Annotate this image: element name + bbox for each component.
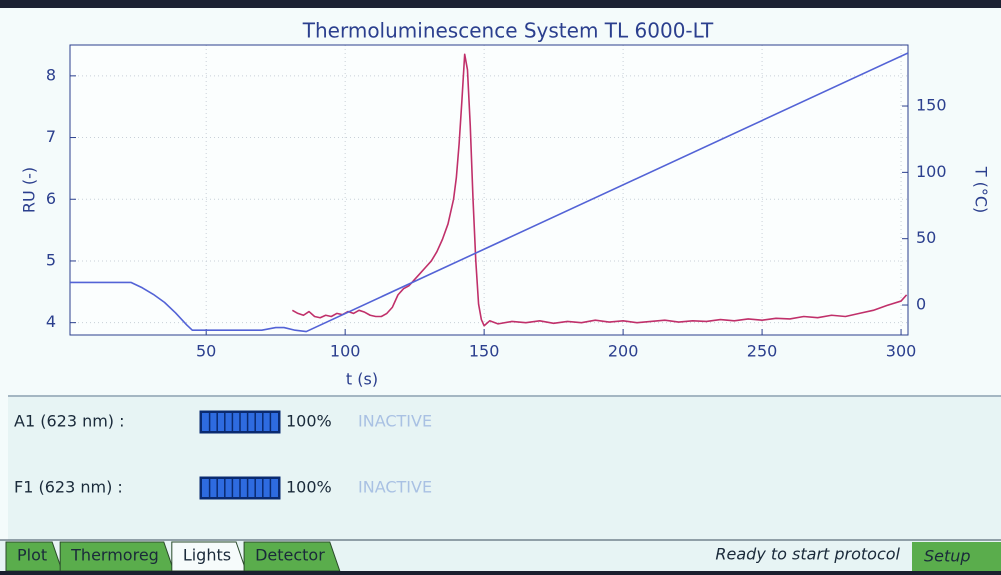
y2-tick-label: 100: [916, 162, 947, 181]
light-state: INACTIVE: [358, 478, 432, 497]
y-tick-label: 8: [46, 65, 56, 84]
x-tick-label: 50: [196, 342, 216, 361]
tab[interactable]: Plot: [5, 541, 63, 572]
x-tick-label: 300: [886, 342, 917, 361]
level-label: 100%: [286, 412, 332, 431]
x-tick-label: 200: [608, 342, 639, 361]
series-line: [70, 52, 908, 333]
tab-label[interactable]: Plot: [17, 546, 47, 565]
tab-label[interactable]: Lights: [183, 546, 231, 565]
y-tick-label: 5: [46, 250, 56, 269]
lights-panel: [8, 397, 1001, 540]
tab-label[interactable]: Detector: [255, 546, 325, 565]
tab-label[interactable]: Thermoreg: [70, 546, 159, 565]
light-state: INACTIVE: [358, 412, 432, 431]
y-tick-label: 7: [46, 127, 56, 146]
x-tick-label: 250: [747, 342, 778, 361]
y2-axis-label: T (°C): [972, 166, 991, 214]
chart-title: Thermoluminescence System TL 6000-LT: [302, 19, 714, 43]
x-tick-label: 100: [330, 342, 361, 361]
tab[interactable]: Thermoreg: [59, 541, 175, 572]
y-tick-label: 6: [46, 189, 56, 208]
x-axis-label: t (s): [346, 370, 378, 389]
tab[interactable]: Lights: [171, 541, 247, 572]
y2-tick-label: 50: [916, 228, 936, 247]
y-tick-label: 4: [46, 312, 56, 331]
y2-tick-label: 150: [916, 96, 947, 115]
plot-frame: [69, 44, 909, 336]
y2-tick-label: 0: [916, 295, 926, 314]
setup-button-bg[interactable]: [912, 542, 1001, 571]
light-label: A1 (623 nm) :: [14, 412, 125, 431]
bezel: [0, 0, 1001, 8]
tab[interactable]: Detector: [243, 541, 341, 572]
plot-area: [70, 45, 908, 335]
setup-button[interactable]: Setup: [924, 547, 971, 566]
series-line: [291, 53, 908, 327]
status-text: Ready to start protocol: [715, 545, 900, 564]
x-tick-label: 150: [469, 342, 500, 361]
y-axis-label: RU (-): [20, 167, 39, 213]
light-label: F1 (623 nm) :: [14, 478, 123, 497]
level-label: 100%: [286, 478, 332, 497]
